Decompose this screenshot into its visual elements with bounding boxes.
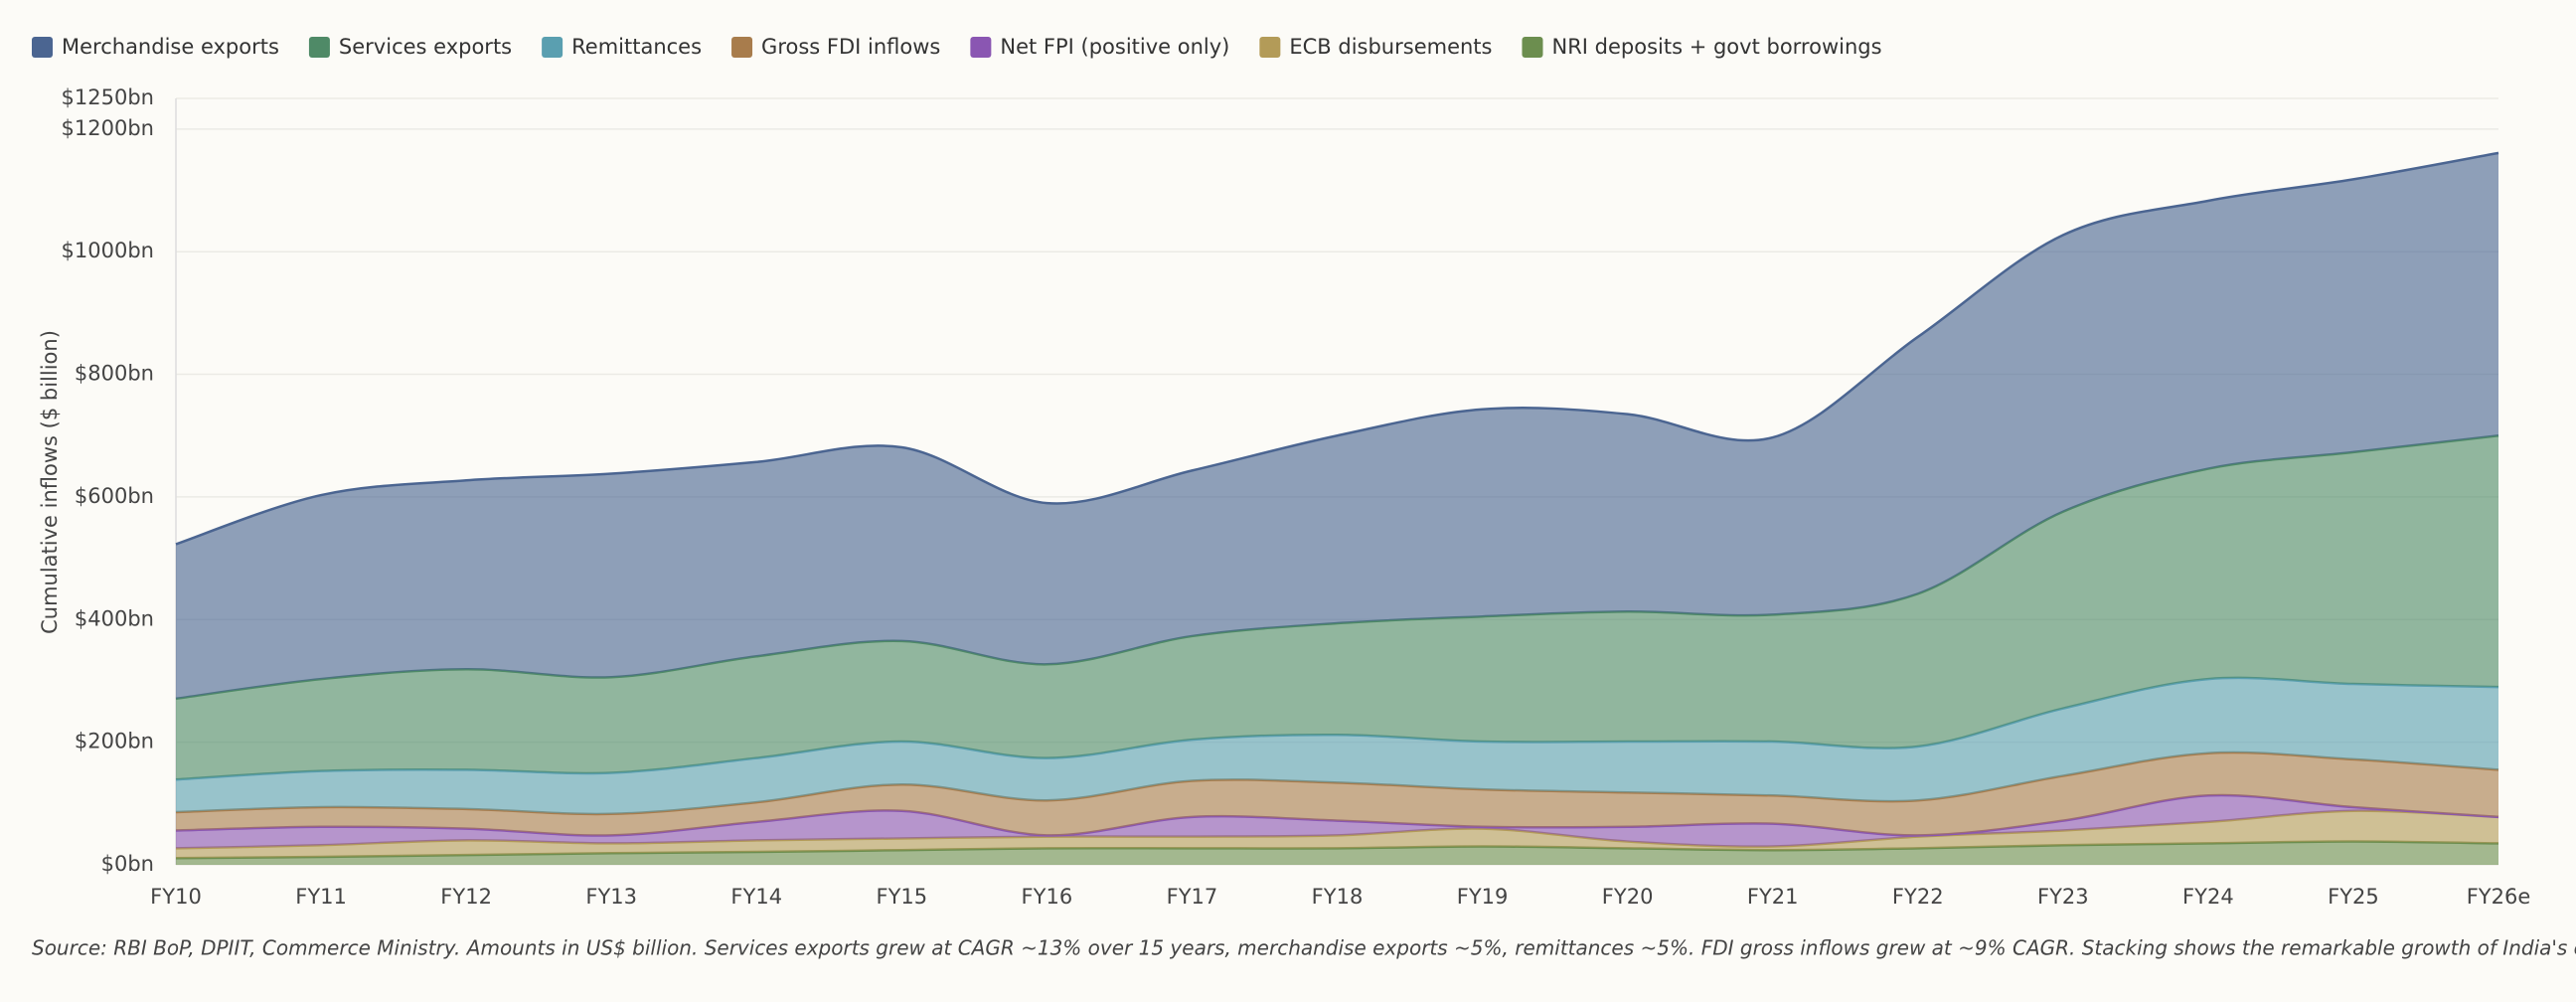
legend-swatch [1522,37,1543,58]
legend-label: Services exports [339,35,512,59]
legend-swatch [731,37,753,58]
x-tick-label: FY22 [1892,885,1944,909]
x-tick-label: FY25 [2328,885,2379,909]
area [176,810,2498,859]
x-tick-label: FY21 [1747,885,1799,909]
legend-label: NRI deposits + govt borrowings [1551,35,1881,59]
x-tick-label: FY10 [150,885,202,909]
x-tick-label: FY13 [585,885,637,909]
y-tick-label: $1200bn [62,116,154,140]
area-line [175,809,2499,850]
area [176,841,2498,865]
x-tick-label: FY19 [1457,885,1509,909]
legend-swatch [1259,37,1281,58]
legend-label: Gross FDI inflows [761,35,940,59]
legend-swatch [308,37,330,58]
areas [175,151,2499,865]
area-line [175,151,2499,546]
y-tick-label: $200bn [75,730,154,753]
y-tick-label: $1000bn [62,239,154,262]
legend-swatch [32,37,53,58]
legend-label: ECB disbursements [1289,35,1492,59]
legend-label: Net FPI (positive only) [1000,35,1229,59]
x-tick-label: FY11 [295,885,347,909]
x-tick-label: FY17 [1167,885,1218,909]
x-tick-label: FY24 [2182,885,2234,909]
area [176,677,2498,814]
x-tick-label: FY20 [1602,885,1654,909]
y-tick-label: $400bn [75,606,154,630]
legend-label: Remittances [571,35,702,59]
area [176,435,2498,780]
x-tick-label: FY12 [440,885,492,909]
y-tick-label: $0bn [101,852,154,876]
area [176,152,2498,699]
source-note: Source: RBI BoP, DPIIT, Commerce Ministr… [32,936,2576,960]
legend-swatch [970,37,992,58]
x-tick-label: FY26e [2467,885,2531,909]
x-tick-label: FY15 [876,885,927,909]
x-tick-label: FY14 [730,885,782,909]
x-tick-label: FY16 [1022,885,1073,909]
area [176,752,2498,836]
y-axis-title: Cumulative inflows ($ billion) [38,330,62,634]
legend-label: Merchandise exports [62,35,279,59]
x-tick-label: FY23 [2037,885,2089,909]
x-tick-label: FY18 [1312,885,1364,909]
y-tick-label: $800bn [75,362,154,386]
legend-swatch [542,37,564,58]
y-tick-label: $600bn [75,484,154,508]
y-tick-label: $1250bn [62,85,154,109]
legend: Merchandise exports Services exports Remit… [32,35,1882,59]
